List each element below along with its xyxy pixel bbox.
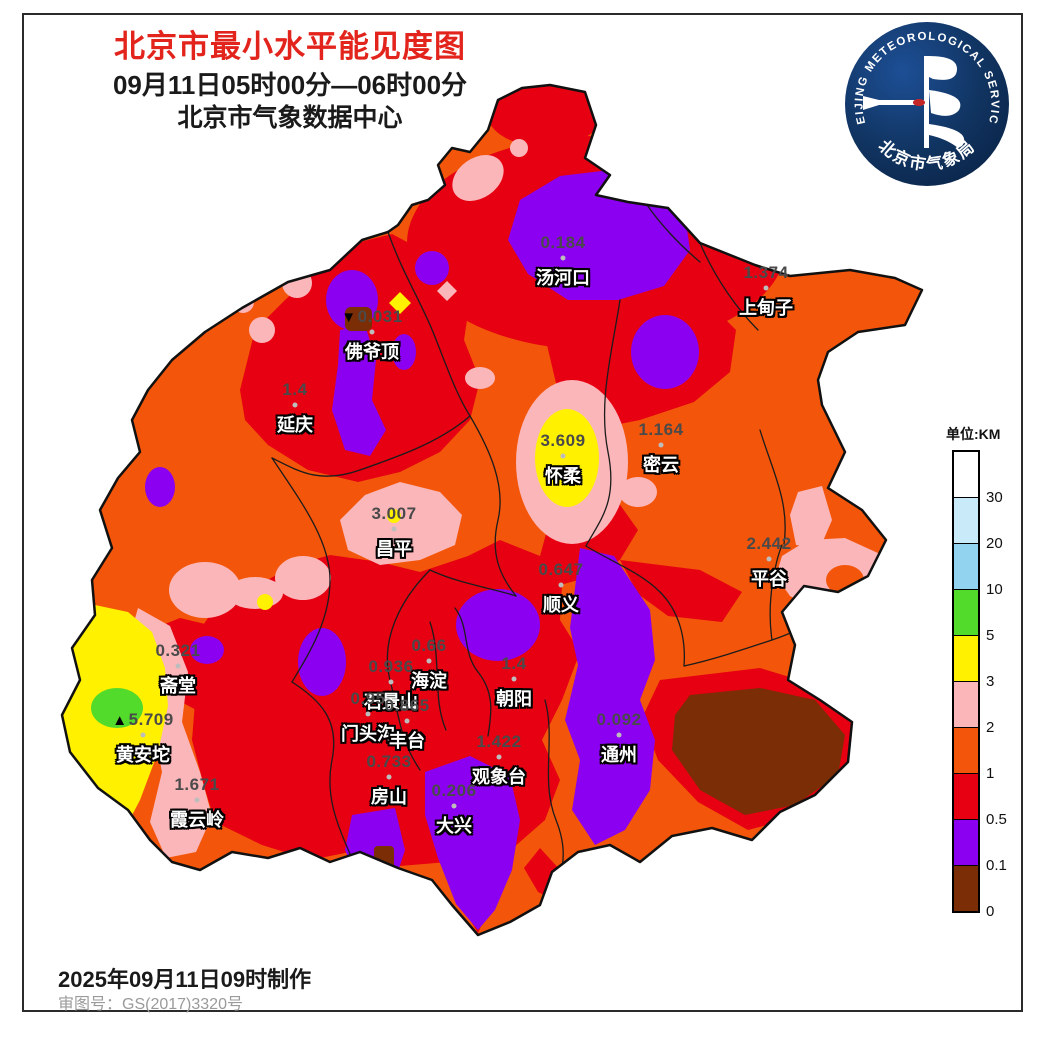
legend-color-bar: 30 20 10 5 3 2 1 0.5 0.1 0 (952, 450, 1007, 920)
map-period: 09月11日05时00分—06时00分 (112, 69, 468, 100)
legend-segment-30: 30 (954, 452, 1003, 506)
map-data-source: 北京市气象数据中心 (177, 104, 403, 133)
legend-tick-label: 10 (986, 581, 1003, 598)
title-block: 北京市最小水平能见度图 09月11日05时00分—06时00分 北京市气象数据中… (60, 28, 520, 135)
beijing-meteorological-service-logo: BEIJING METEOROLOGICAL SERVICE 北京市气象局 (845, 22, 1009, 186)
legend-segment-1: 1 (954, 727, 994, 782)
legend-segment-0: 0 (954, 865, 994, 920)
legend-tick-label: 30 (986, 489, 1003, 506)
logo-anemometer-icon (863, 56, 965, 148)
legend-segment-10: 10 (954, 543, 1003, 598)
legend-tick-label: 2 (986, 719, 995, 736)
legend-tick-label: 0.1 (986, 857, 1007, 874)
legend-segment-5: 5 (954, 589, 994, 644)
legend-tick-label: 3 (986, 673, 995, 690)
legend-segment-0.1: 0.1 (954, 819, 1007, 874)
map-review-number: 审图号：GS(2017)3320号 (58, 996, 243, 1013)
beijing-boundary-outline (60, 83, 924, 937)
map-frame-border (22, 13, 1023, 1012)
production-time: 2025年09月11日09时制作 (58, 967, 312, 992)
legend: 单位:KM 30 20 10 5 3 2 1 0.5 0.1 0 (946, 424, 1026, 920)
legend-unit-label: 单位:KM (946, 426, 1001, 442)
legend-tick-label: 0 (986, 903, 995, 920)
legend-tick-label: 5 (986, 627, 995, 644)
legend-tick-label: 0.5 (986, 811, 1007, 828)
legend-segment-3: 3 (954, 635, 994, 690)
legend-segment-0.5: 0.5 (954, 773, 1007, 828)
legend-tick-label: 1 (986, 765, 995, 782)
legend-tick-label: 20 (986, 535, 1003, 552)
legend-segment-20: 20 (954, 497, 1003, 552)
map-title: 北京市最小水平能见度图 (114, 29, 466, 64)
legend-segment-2: 2 (954, 681, 994, 736)
